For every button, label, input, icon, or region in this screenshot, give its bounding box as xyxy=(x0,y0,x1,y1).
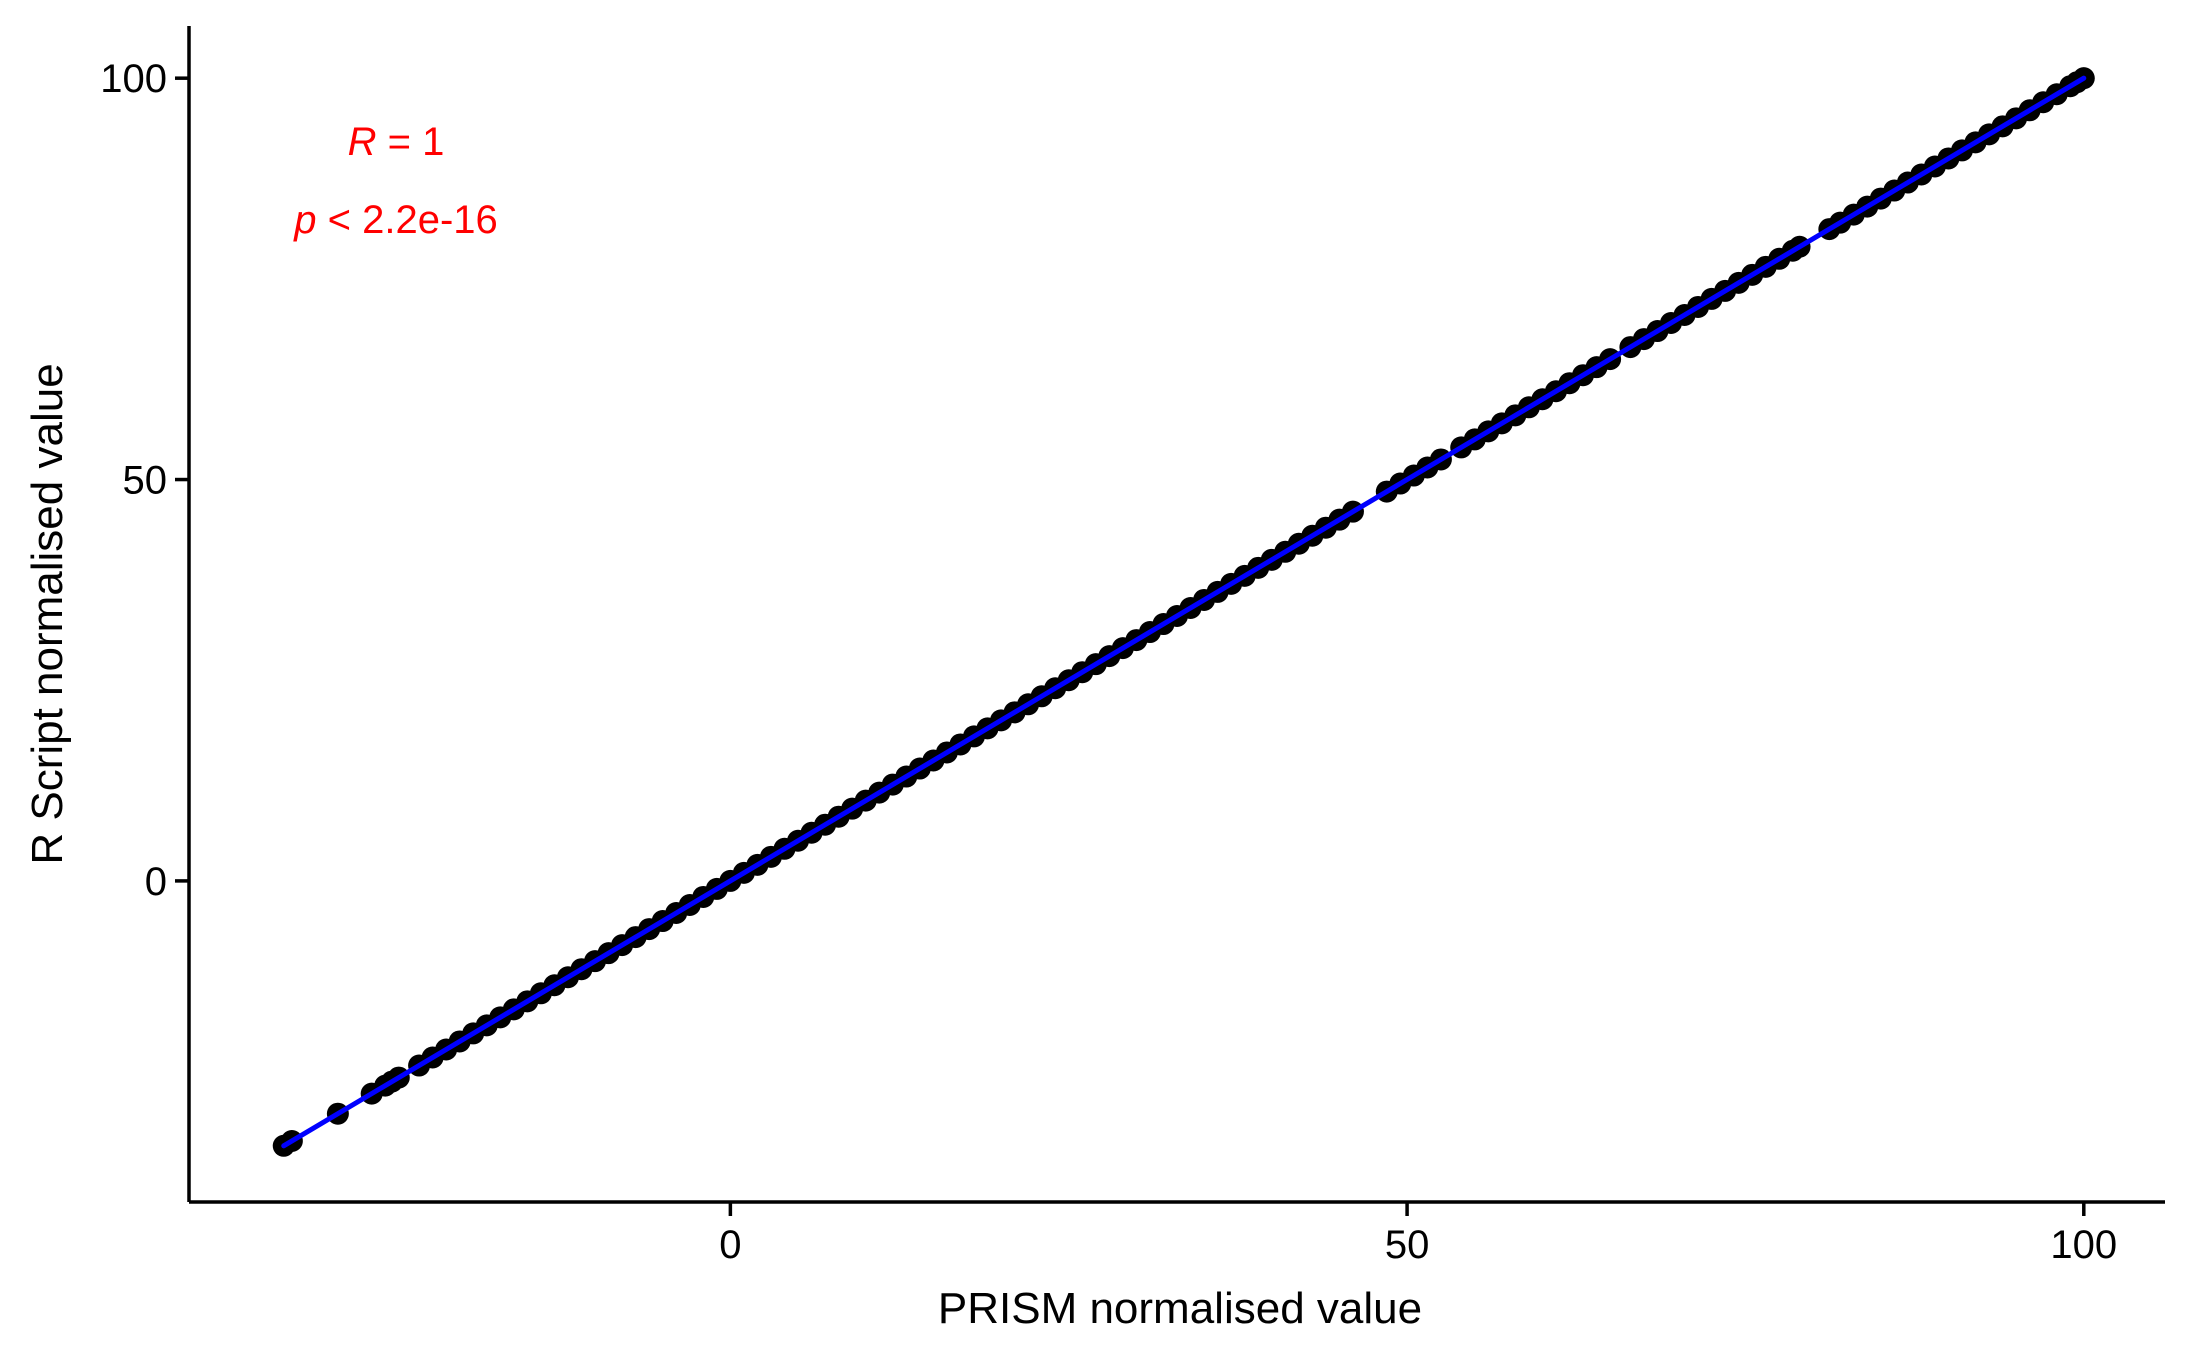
x-axis-title: PRISM normalised value xyxy=(938,1284,1422,1333)
p-symbol: p xyxy=(293,198,316,242)
r-value: = 1 xyxy=(377,120,445,164)
y-axis-title: R Script normalised value xyxy=(23,363,72,864)
p-value: < 2.2e-16 xyxy=(317,198,498,242)
x-tick-label: 100 xyxy=(2050,1223,2117,1267)
correlation-annotation: R = 1 xyxy=(348,120,445,164)
x-axis-ticks: 0 50 100 xyxy=(719,1202,2117,1267)
x-tick-label: 50 xyxy=(1385,1223,1430,1267)
p-value-annotation: p < 2.2e-16 xyxy=(293,198,498,242)
y-tick-label: 100 xyxy=(100,57,167,101)
y-tick-label: 0 xyxy=(145,860,167,904)
y-axis-ticks: 0 50 100 xyxy=(100,57,189,904)
fit-line xyxy=(281,75,2087,1149)
y-tick-label: 50 xyxy=(123,459,168,503)
r-symbol: R xyxy=(348,120,377,164)
x-tick-label: 0 xyxy=(719,1223,741,1267)
